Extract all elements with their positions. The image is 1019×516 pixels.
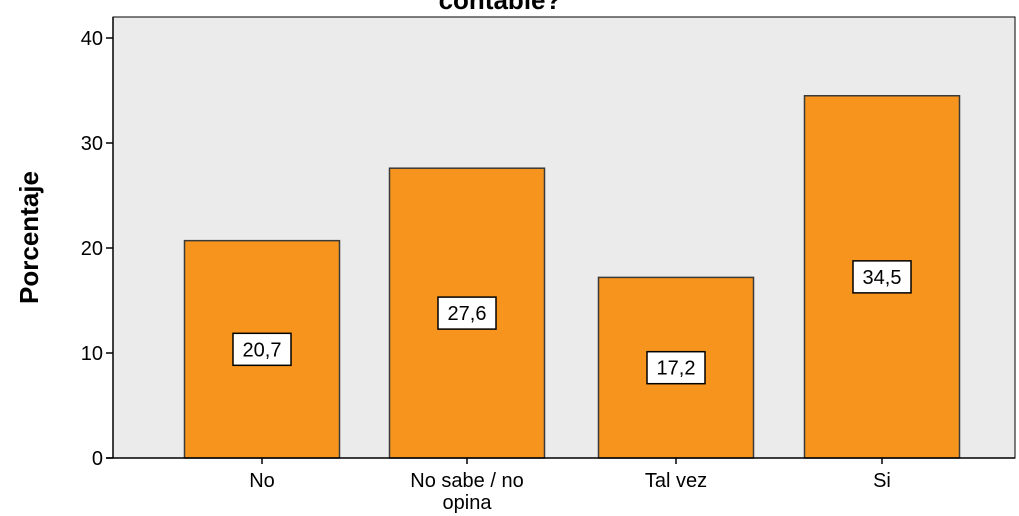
y-tick-label: 0 (92, 448, 103, 470)
x-tick-label-line: No (249, 470, 275, 492)
x-tick-label: Si (873, 470, 891, 492)
x-tick-label-line: Si (873, 470, 891, 492)
x-axis: No No sabe / no opina Tal vez Si (106, 457, 1015, 514)
data-label: 20,7 (243, 339, 282, 361)
y-tick-label: 30 (81, 133, 103, 155)
data-label: 34,5 (863, 267, 902, 289)
x-tick-label-line: No sabe / no (410, 470, 523, 492)
y-tick-label: 40 (81, 28, 103, 50)
x-tick-label-line: Tal vez (645, 470, 707, 492)
data-label-box (646, 350, 706, 385)
data-label-box (852, 260, 912, 294)
data-label-box (437, 296, 497, 330)
y-axis: 0 10 20 30 40 (81, 17, 114, 470)
bar (388, 167, 546, 459)
x-tick-label: No (249, 470, 275, 492)
bars-group: 20,7 27,6 17,2 34,5 (183, 95, 961, 459)
x-tick-label-line: opina (443, 492, 493, 514)
x-tick-label: No sabe / no opina (410, 470, 523, 514)
chart-title: contable? (439, 0, 562, 15)
y-tick-label: 10 (81, 343, 103, 365)
data-label-box (232, 332, 292, 367)
y-axis-label: Porcentaje (14, 171, 44, 304)
data-label: 27,6 (448, 303, 487, 325)
y-tick-label: 20 (81, 238, 103, 260)
x-tick-label: Tal vez (645, 470, 707, 492)
data-label: 17,2 (657, 358, 696, 380)
